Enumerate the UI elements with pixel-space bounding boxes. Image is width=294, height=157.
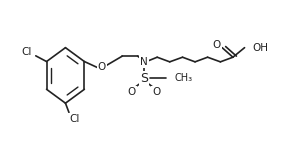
Text: O: O [152, 87, 161, 97]
Text: O: O [128, 87, 136, 97]
Text: O: O [213, 40, 221, 50]
Text: O: O [98, 62, 106, 72]
Text: S: S [140, 72, 148, 85]
Text: N: N [140, 57, 148, 67]
Text: Cl: Cl [22, 46, 32, 57]
Text: Cl: Cl [69, 114, 79, 124]
Text: CH₃: CH₃ [174, 73, 192, 83]
Text: OH: OH [253, 43, 269, 53]
